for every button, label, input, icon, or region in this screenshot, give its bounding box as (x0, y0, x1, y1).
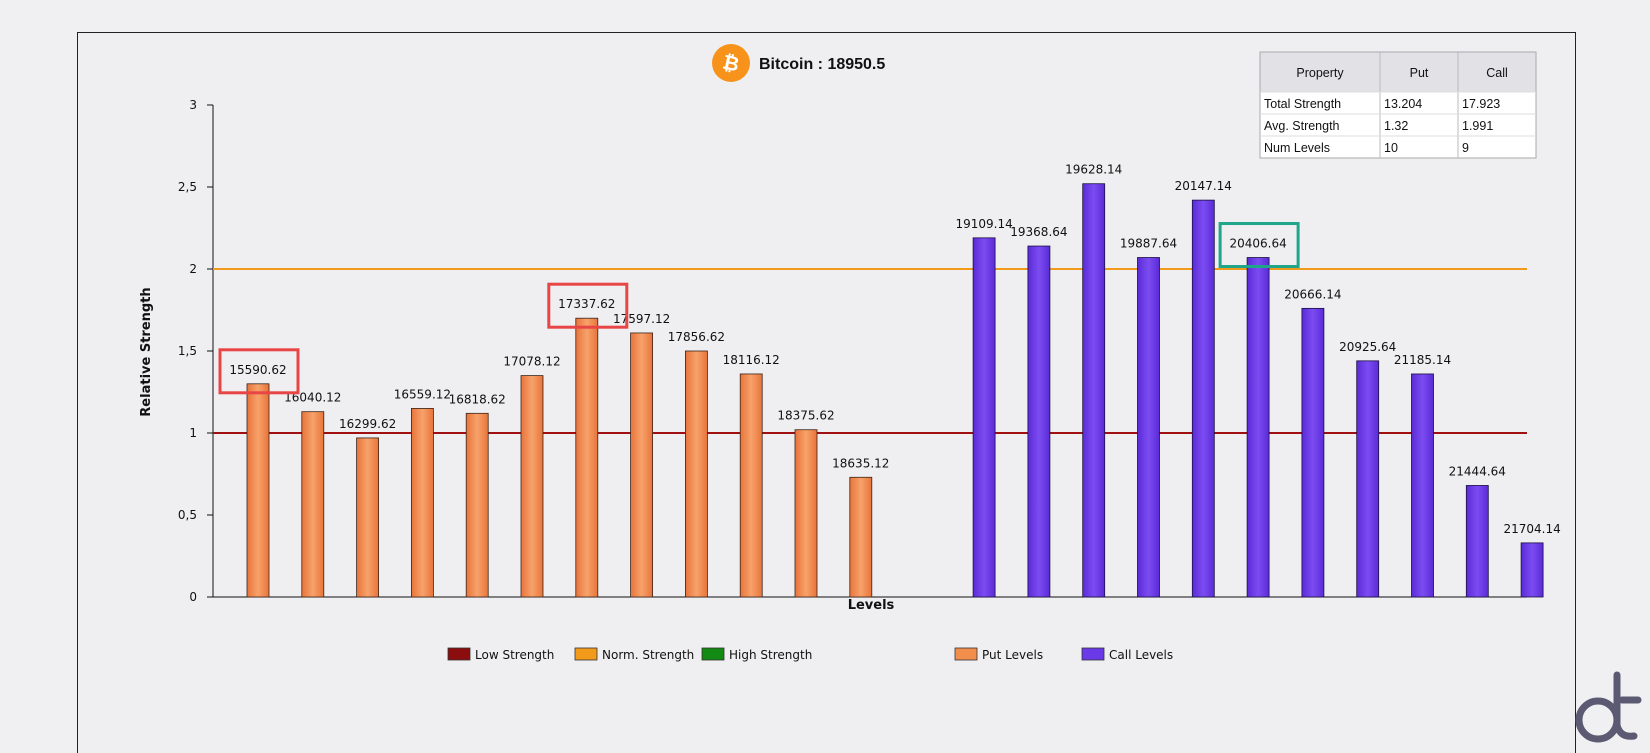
table-cell: Num Levels (1264, 141, 1330, 155)
put-bar (465, 412, 489, 598)
bar-value-label: 21444.64 (1449, 464, 1506, 478)
y-tick-label: 2,5 (178, 180, 197, 194)
table-cell: 9 (1462, 141, 1469, 155)
table-header-cell: Property (1296, 66, 1344, 80)
bar-value-label: 18375.62 (777, 409, 834, 423)
bitcoin-icon: ₿ (712, 44, 750, 82)
bar-value-label: 16818.62 (449, 392, 506, 406)
table-cell: Avg. Strength (1264, 119, 1340, 133)
call-bar (1465, 485, 1489, 598)
put-bar (794, 429, 818, 598)
legend-swatch (447, 647, 471, 661)
y-tick-label: 0,5 (178, 508, 197, 522)
bar-value-label: 17078.12 (503, 355, 560, 369)
table-cell: 1.32 (1384, 119, 1408, 133)
call-bar (1520, 542, 1544, 598)
put-bar (849, 476, 873, 598)
put-bar (739, 373, 763, 598)
bar-value-label: 17337.62 (558, 297, 615, 311)
bar-value-label: 19109.14 (955, 217, 1012, 231)
put-bar (246, 383, 270, 598)
bar-value-label: 20147.14 (1175, 179, 1232, 193)
table-cell: 10 (1384, 141, 1398, 155)
y-axis-title: Relative Strength (139, 287, 154, 416)
legend-swatch (574, 647, 598, 661)
call-bar (1356, 360, 1380, 598)
table-cell: Total Strength (1264, 97, 1341, 111)
bar-value-label: 18635.12 (832, 456, 889, 470)
put-bar (685, 350, 708, 598)
table-header-cell: Call (1486, 66, 1508, 80)
call-bar (972, 237, 996, 598)
bar-value-label: 19368.64 (1010, 225, 1067, 239)
bar-value-label: 18116.12 (723, 353, 780, 367)
call-bar (1082, 183, 1106, 598)
call-bar (1137, 257, 1160, 598)
y-tick-label: 1 (189, 426, 197, 440)
call-bar (1191, 199, 1215, 598)
put-bar (410, 407, 434, 598)
summary-table: Property Put Call Total Strength 13.204 17.92… (1259, 51, 1537, 159)
table-cell: 1.991 (1462, 119, 1493, 133)
table-header-cell: Put (1410, 66, 1429, 80)
table-header-bg (1259, 51, 1537, 93)
legend-label: Low Strength (475, 648, 554, 662)
highlight-box (1218, 222, 1300, 269)
legend-label: Call Levels (1109, 648, 1173, 662)
bars (246, 183, 1544, 598)
legend-label: Put Levels (982, 648, 1043, 662)
put-bar (575, 317, 599, 598)
bar-value-label: 16559.12 (394, 387, 451, 401)
y-tick-label: 1,5 (178, 344, 197, 358)
y-tick-label: 3 (189, 98, 197, 112)
legend-swatch (1081, 647, 1105, 661)
call-bar (1411, 373, 1434, 598)
chart-title: Bitcoin : 18950.5 (759, 56, 885, 73)
put-bar (520, 375, 544, 598)
bar-value-label: 17597.12 (613, 312, 670, 326)
x-axis-title: Levels (848, 598, 895, 613)
bar-value-label: 15590.62 (229, 363, 286, 377)
bar-value-label: 20406.64 (1229, 237, 1286, 251)
y-ticks: 0 0,5 1 1,5 2 2,5 3 (178, 98, 213, 604)
y-tick-label: 2 (189, 262, 197, 276)
legend-label: Norm. Strength (602, 648, 694, 662)
bar-value-label: 21704.14 (1503, 522, 1560, 536)
dl-logo (1575, 671, 1642, 743)
bar-value-label: 19628.14 (1065, 163, 1122, 177)
legend-swatch (954, 647, 978, 661)
put-bar (630, 332, 653, 598)
chart-title-group: ₿ Bitcoin : 18950.5 (712, 44, 885, 82)
legend-label: High Strength (729, 648, 812, 662)
table-cell: 17.923 (1462, 97, 1500, 111)
bar-value-label: 20925.64 (1339, 340, 1396, 354)
call-bar (1301, 307, 1325, 598)
highlight-boxes (218, 222, 1300, 395)
put-bar (356, 437, 380, 598)
bar-value-label: 17856.62 (668, 330, 725, 344)
put-bar (301, 411, 325, 598)
svg-text:₿: ₿ (721, 50, 742, 77)
bar-value-label: 20666.14 (1284, 287, 1341, 301)
call-bar (1027, 245, 1051, 598)
highlight-box (218, 348, 300, 395)
bar-value-label: 19887.64 (1120, 237, 1177, 251)
call-bar (1246, 257, 1270, 598)
highlight-box (547, 282, 629, 329)
bar-value-label: 16299.62 (339, 417, 396, 431)
legend: Low Strength Norm. Strength High Strength P… (447, 647, 1173, 662)
table-cell: 13.204 (1384, 97, 1422, 111)
y-tick-label: 0 (189, 590, 197, 604)
legend-swatch (701, 647, 725, 661)
bar-value-label: 21185.14 (1394, 353, 1451, 367)
